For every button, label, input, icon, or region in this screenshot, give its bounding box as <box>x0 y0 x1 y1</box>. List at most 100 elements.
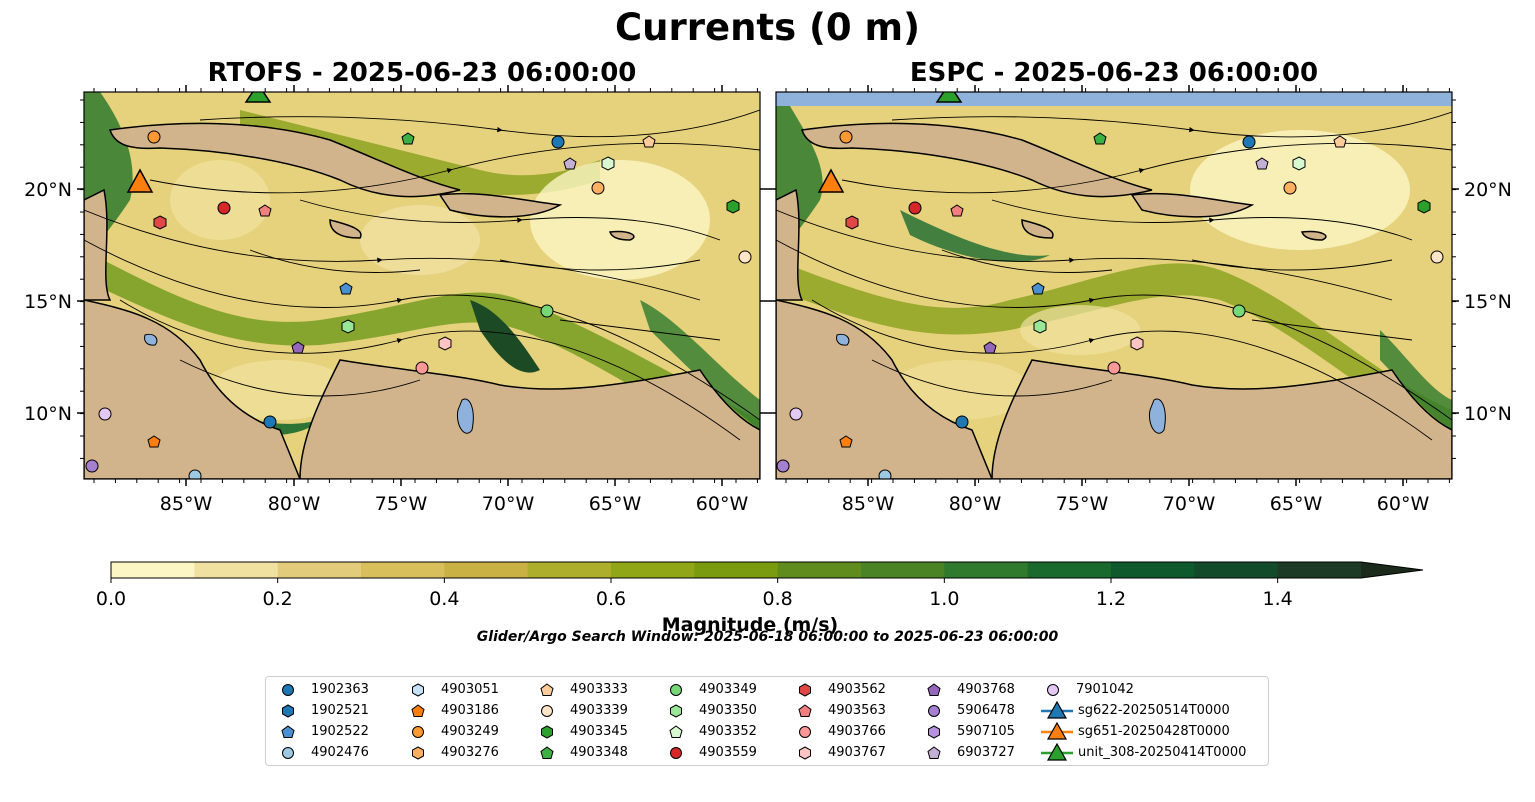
legend-label: unit_308-20250414T0000 <box>1078 745 1247 760</box>
legend-label: 4903559 <box>699 745 757 760</box>
colorbar-tick-label: 0.4 <box>429 588 460 610</box>
legend-label: 4903766 <box>828 724 886 739</box>
legend-label: 6903727 <box>957 745 1015 760</box>
search-window-note: Glider/Argo Search Window: 2025-06-18 06… <box>476 629 1059 645</box>
colorbar-extend-arrow <box>1361 562 1423 578</box>
lon-tick-label: 60°W <box>696 493 749 515</box>
circle-marker-icon <box>1047 684 1059 696</box>
triangle-line-marker-icon <box>1041 722 1073 740</box>
streamlines <box>84 109 760 441</box>
circle-marker-icon <box>670 684 682 696</box>
legend-label: 4903051 <box>441 682 499 697</box>
lon-tick-label: 75°W <box>1056 493 1109 515</box>
legend-label: 4903249 <box>441 724 499 739</box>
land-masses <box>776 122 1452 479</box>
colorbar-bin <box>694 562 779 578</box>
current-speed-shading <box>84 92 760 479</box>
lon-tick-label: 85°W <box>160 493 213 515</box>
hexagon-marker-icon <box>670 704 682 718</box>
hexagon-marker-icon <box>412 683 424 697</box>
panel-title-rtofs: RTOFS - 2025-06-23 06:00:00 <box>207 58 637 88</box>
colorbar-tick-label: 0.0 <box>95 588 127 610</box>
lat-tick-label: 20°N <box>1464 179 1512 201</box>
colorbar-bin <box>361 562 445 578</box>
map-panel-espc[interactable] <box>776 84 1452 482</box>
legend-label: 4903276 <box>441 745 499 760</box>
legend-label: 1902521 <box>311 703 369 718</box>
pentagon-marker-icon <box>927 683 941 696</box>
lon-tick-label: 75°W <box>375 493 428 515</box>
land-masses <box>84 122 760 479</box>
colorbar-tick-label: 1.4 <box>1262 588 1293 610</box>
map-frame-espc <box>775 91 1453 480</box>
legend-label: 4903345 <box>570 724 628 739</box>
colorbar-bin <box>1111 562 1195 578</box>
circle-marker-icon <box>282 684 294 696</box>
legend-label: 5907105 <box>957 724 1015 739</box>
legend-label: 4903349 <box>699 682 757 697</box>
circle-marker-icon <box>282 747 294 759</box>
circle-marker-icon <box>412 726 424 738</box>
hexagon-marker-icon <box>799 683 811 697</box>
lon-tick-label: 60°W <box>1377 493 1430 515</box>
legend-label: 1902363 <box>311 682 369 697</box>
lat-tick-label: 15°N <box>24 291 72 313</box>
no-data-band <box>776 92 1452 106</box>
triangle-line-marker-icon <box>1041 743 1073 761</box>
figure-title: Currents (0 m) <box>614 6 920 49</box>
map-frame-rtofs <box>83 91 761 480</box>
colorbar-bin <box>1277 562 1362 578</box>
colorbar-bin <box>444 562 529 578</box>
legend-label: 1902522 <box>311 724 369 739</box>
lon-tick-label: 85°W <box>842 493 895 515</box>
legend-label: 4903350 <box>699 703 757 718</box>
lon-tick-label: 70°W <box>1163 493 1216 515</box>
colorbar-tick-label: 1.2 <box>1095 588 1127 610</box>
float-markers[interactable] <box>85 84 752 482</box>
legend-label: 4903348 <box>570 745 628 760</box>
pentagon-marker-icon <box>540 746 554 759</box>
pentagon-marker-icon <box>411 704 425 717</box>
legend-label: 5906478 <box>957 703 1015 718</box>
triangle-line-marker-icon <box>1041 701 1073 719</box>
lat-tick-label: 15°N <box>1464 291 1512 313</box>
lat-tick-label: 10°N <box>1464 403 1512 425</box>
legend-label: 4903563 <box>828 703 886 718</box>
legend-label: 4903767 <box>828 745 886 760</box>
lat-tick-label: 10°N <box>24 403 72 425</box>
colorbar-title: Magnitude (m/s) <box>661 614 839 636</box>
legend-label: sg651-20250428T0000 <box>1078 724 1230 739</box>
legend-label: 4903186 <box>441 703 499 718</box>
colorbar <box>110 561 1424 583</box>
map-panel-rtofs[interactable] <box>84 84 760 482</box>
circle-marker-icon <box>541 705 553 717</box>
hexagon-marker-icon <box>541 725 553 739</box>
colorbar-bin <box>527 562 612 578</box>
legend-label: 4903339 <box>570 703 628 718</box>
lat-tick-label: 20°N <box>24 179 72 201</box>
float-markers[interactable] <box>776 84 1444 482</box>
streamlines <box>776 111 1452 441</box>
legend-label: 4903768 <box>957 682 1015 697</box>
pentagon-marker-icon <box>927 746 941 759</box>
legend-label: 4903562 <box>828 682 886 697</box>
panel-title-espc: ESPC - 2025-06-23 06:00:00 <box>909 58 1319 88</box>
pentagon-marker-icon <box>540 683 554 696</box>
colorbar-tick-label: 0.2 <box>262 588 293 610</box>
colorbar-bin <box>277 562 362 578</box>
colorbar-bin <box>1194 562 1279 578</box>
colorbar-tick-label: 1.0 <box>929 588 960 610</box>
lon-tick-label: 70°W <box>482 493 535 515</box>
colorbar-bin <box>111 562 195 578</box>
legend-label: sg622-20250514T0000 <box>1078 703 1230 718</box>
lon-tick-label: 80°W <box>949 493 1002 515</box>
legend-label: 4902476 <box>311 745 369 760</box>
legend: 1902363 1902521 1902522 4902476 4903051 49031… <box>265 676 1269 766</box>
hexagon-marker-icon <box>799 746 811 760</box>
hexagon-marker-icon <box>412 746 424 760</box>
pentagon-marker-icon <box>798 704 812 717</box>
legend-label: 4903333 <box>570 682 628 697</box>
colorbar-bin <box>777 562 862 578</box>
axis-ticks: 85°W 80°W 75°W 70°W 65°W 60°W 85°W 80°W 75°W 70°W… <box>24 85 1512 515</box>
hexagon-marker-icon <box>282 704 294 718</box>
